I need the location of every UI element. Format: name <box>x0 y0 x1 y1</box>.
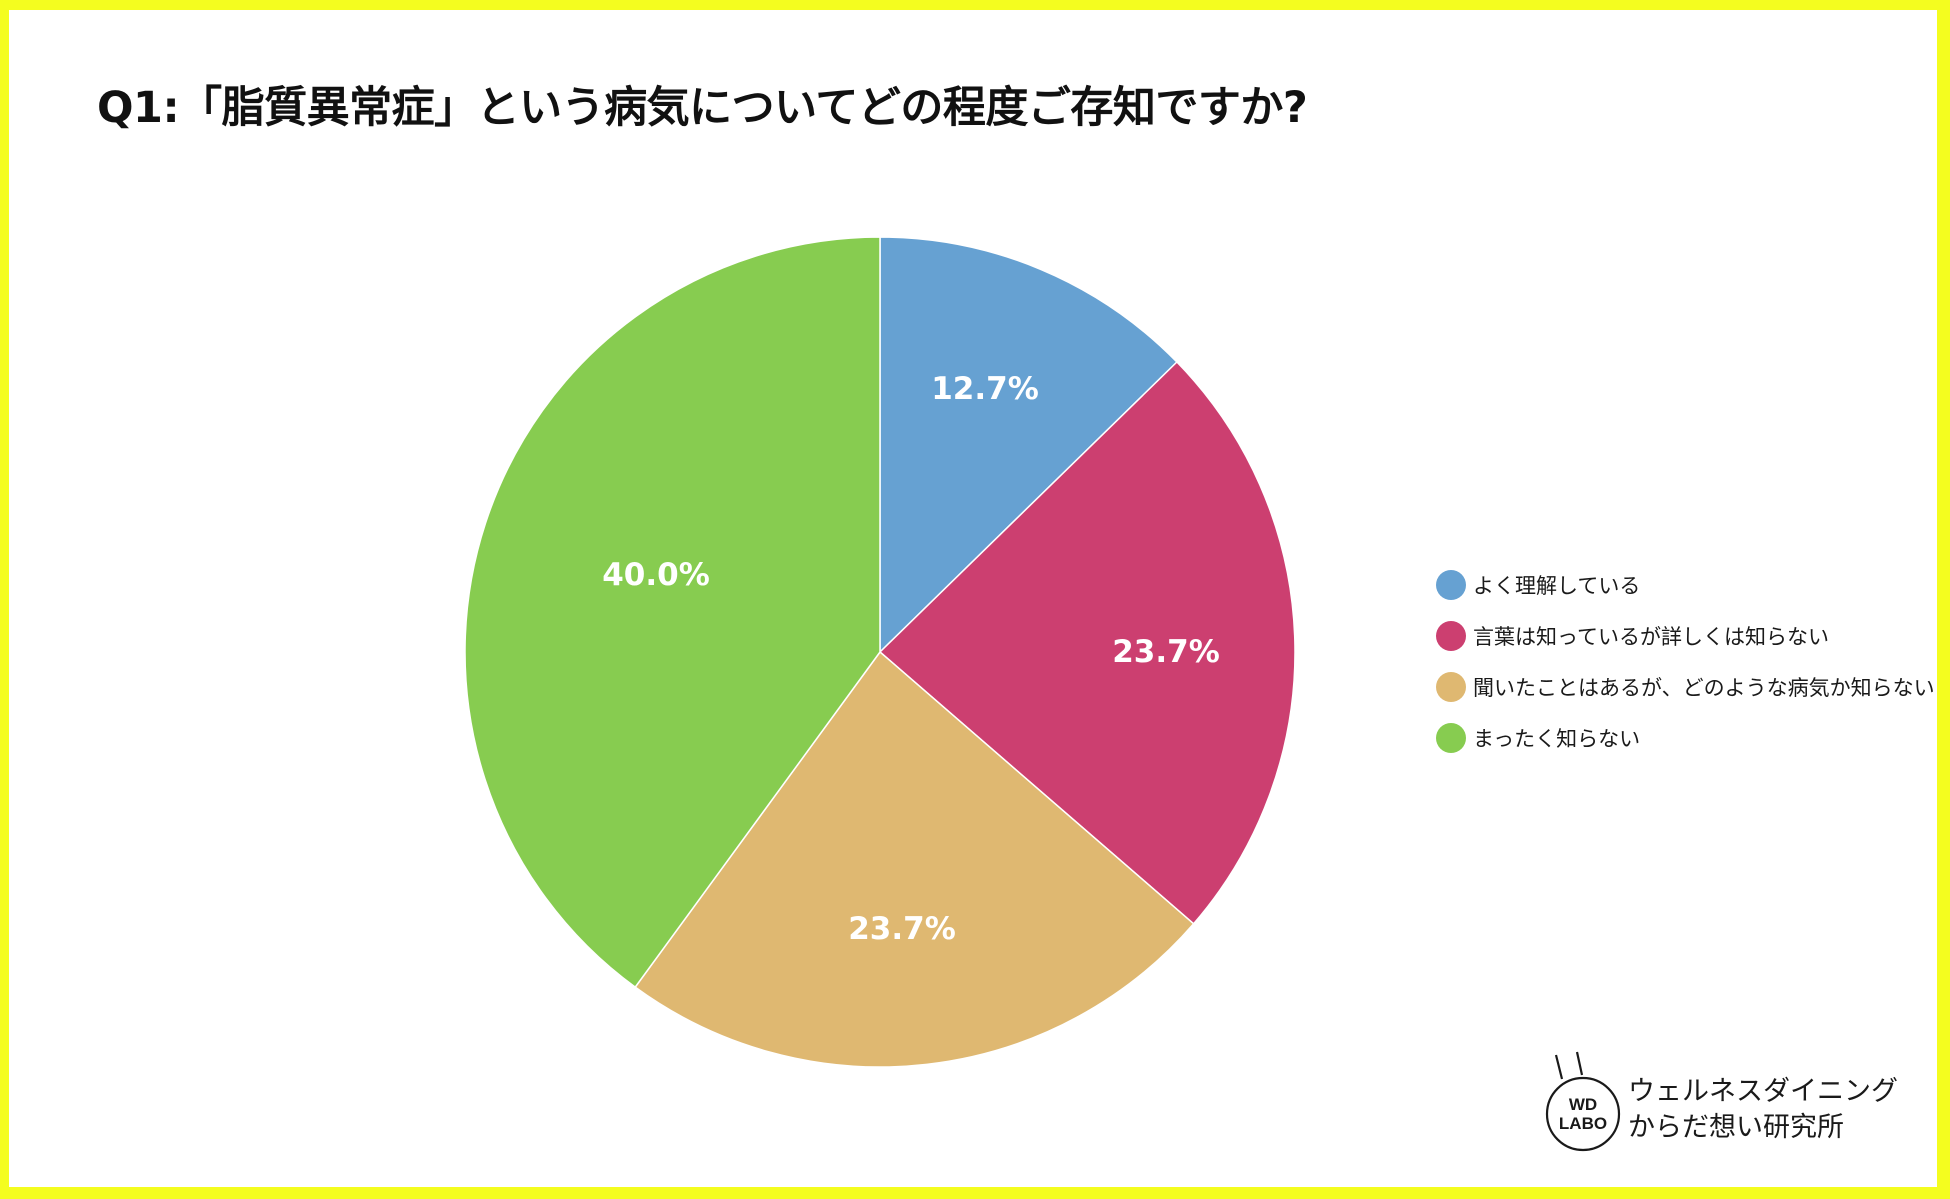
slice-label-not-know: 40.0% <box>602 557 710 593</box>
legend-item-know-word: 言葉は知っているが詳しくは知らない <box>1436 610 1935 661</box>
slice-label-heard-of: 23.7% <box>848 911 956 947</box>
logo-mark-labo: LABO <box>1559 1114 1607 1133</box>
flask-icon: WD LABO <box>1545 1051 1621 1152</box>
logo-mark-wd: WD <box>1569 1095 1597 1114</box>
pie-slice-not-know <box>464 236 881 988</box>
legend-item-heard-of: 聞いたことはあるが、どのような病気か知らない <box>1436 661 1935 712</box>
legend-swatch-red <box>1436 620 1466 651</box>
logo-name-line1: ウェルネスダイニング <box>1628 1076 1898 1107</box>
pie-slice-know-word <box>879 361 1296 925</box>
legend-swatch-blue <box>1436 569 1466 600</box>
chart-title: Q1:「脂質異常症」という病気についてどの程度ご存知ですか? <box>97 83 1308 133</box>
legend-label: 聞いたことはあるが、どのような病気か知らない <box>1473 675 1935 700</box>
slice-label-know-word: 23.7% <box>1112 634 1220 670</box>
legend-swatch-tan <box>1436 671 1466 702</box>
legend-swatch-green <box>1436 722 1466 753</box>
logo-name-line2: からだ想い研究所 <box>1628 1112 1844 1143</box>
legend-label: まったく知らない <box>1473 726 1641 751</box>
logo-name: ウェルネスダイニング からだ想い研究所 <box>1628 1074 1898 1146</box>
pie-slice-heard-of <box>634 651 1195 1068</box>
legend-label: 言葉は知っているが詳しくは知らない <box>1473 624 1829 649</box>
chart-legend: よく理解している 言葉は知っているが詳しくは知らない 聞いたことはあるが、どのよ… <box>1436 559 1935 763</box>
brand-logo: WD LABO ウェルネスダイニング からだ想い研究所 <box>1540 1048 1900 1158</box>
slice-label-understand-well: 12.7% <box>931 371 1039 407</box>
legend-item-understand-well: よく理解している <box>1436 559 1935 610</box>
pie-slice-understand-well <box>879 236 1178 653</box>
legend-label: よく理解している <box>1473 573 1641 598</box>
legend-item-not-know: まったく知らない <box>1436 712 1935 763</box>
